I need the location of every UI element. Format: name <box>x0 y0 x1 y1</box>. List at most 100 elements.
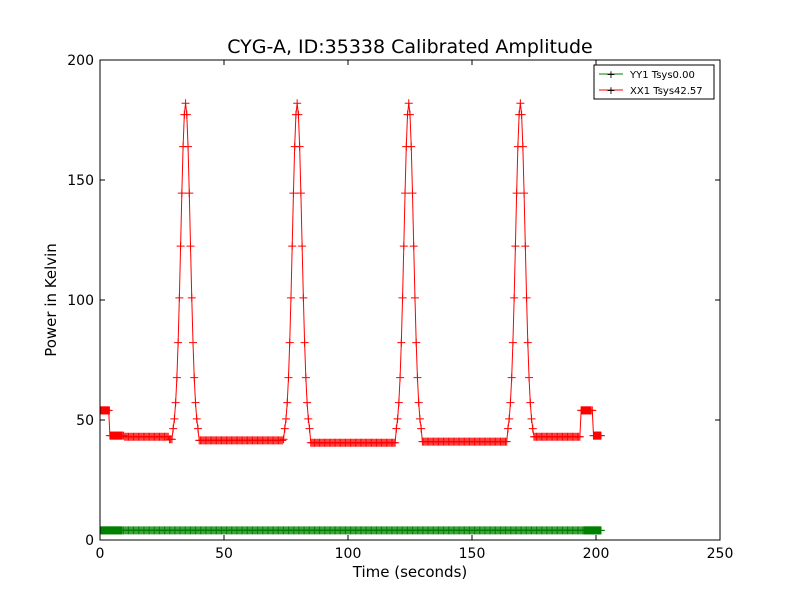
y-axis-label: Power in Kelvin <box>42 243 60 357</box>
data-point <box>394 398 403 407</box>
data-point <box>407 142 416 151</box>
dense-marker-run <box>583 526 601 535</box>
data-point <box>399 242 408 251</box>
legend-label-yy1: YY1 Tsys0.00 <box>629 70 695 81</box>
y-tick-label: 200 <box>67 53 94 69</box>
data-point <box>404 99 413 108</box>
data-point <box>392 424 401 433</box>
data-point <box>167 435 176 444</box>
data-point <box>172 373 181 382</box>
data-point <box>522 293 531 302</box>
data-point <box>393 414 402 423</box>
data-point <box>575 432 584 441</box>
axis-ticks: 0 50 100 150 200 250 0 50 100 150 200 <box>67 53 733 562</box>
y-tick-label: 50 <box>76 413 94 429</box>
data-point <box>503 424 512 433</box>
data-point <box>408 189 417 198</box>
data-point <box>413 373 422 382</box>
legend-marker-yy1: + <box>606 68 615 81</box>
data-point <box>296 189 305 198</box>
data-point <box>527 414 536 423</box>
data-point <box>286 293 295 302</box>
data-point <box>299 293 308 302</box>
y-tick-label: 150 <box>67 173 94 189</box>
data-point <box>521 242 530 251</box>
data-point <box>401 189 410 198</box>
data-point <box>518 142 527 151</box>
legend-label-xx1: XX1 Tsys42.57 <box>630 86 703 97</box>
dense-marker-run <box>581 406 592 415</box>
data-point <box>295 142 304 151</box>
x-tick-label: 100 <box>335 546 362 562</box>
data-point <box>415 414 424 423</box>
dense-marker-run <box>100 526 123 535</box>
data-point <box>192 414 201 423</box>
data-point <box>285 338 294 347</box>
data-point <box>300 338 309 347</box>
series-0 <box>100 526 605 535</box>
data-point <box>177 189 186 198</box>
data-point <box>191 398 200 407</box>
data-point <box>398 293 407 302</box>
data-point <box>410 293 419 302</box>
data-point <box>397 338 406 347</box>
data-point <box>507 373 516 382</box>
data-point <box>189 338 197 347</box>
data-point <box>190 373 199 382</box>
data-point <box>169 424 178 433</box>
data-point <box>282 414 290 423</box>
legend-marker-xx1: + <box>606 84 615 97</box>
data-point <box>414 398 423 407</box>
plot-area <box>100 99 605 535</box>
data-point <box>185 189 194 198</box>
x-tick-label: 250 <box>707 546 734 562</box>
data-point <box>417 424 426 433</box>
legend: + YY1 Tsys0.00 + XX1 Tsys42.57 <box>593 64 715 100</box>
data-point <box>406 110 414 119</box>
data-point <box>294 110 303 119</box>
data-point <box>510 293 519 302</box>
data-point <box>505 414 514 423</box>
dense-marker-run <box>100 406 110 415</box>
data-point <box>289 189 298 198</box>
series-markers <box>100 526 605 535</box>
data-point <box>412 338 421 347</box>
data-point <box>525 373 534 382</box>
legend-box <box>593 64 715 100</box>
data-point <box>520 189 529 198</box>
data-point <box>528 424 537 433</box>
x-tick-label: 0 <box>96 546 105 562</box>
data-point <box>517 110 526 119</box>
data-point <box>283 398 292 407</box>
data-point <box>409 242 418 251</box>
data-point <box>508 338 517 347</box>
x-tick-label: 50 <box>215 546 233 562</box>
data-point <box>187 293 196 302</box>
data-point <box>293 99 302 108</box>
data-point <box>396 373 405 382</box>
data-point <box>523 338 532 347</box>
data-point <box>279 435 288 444</box>
data-point <box>278 436 287 445</box>
data-point <box>175 293 184 302</box>
data-point <box>301 373 310 382</box>
y-tick-label: 100 <box>67 293 94 309</box>
data-point <box>174 338 183 347</box>
data-point <box>181 99 190 108</box>
data-point <box>182 110 191 119</box>
data-point <box>298 242 307 251</box>
data-point <box>288 242 297 251</box>
data-point <box>280 424 289 433</box>
data-point <box>516 99 525 108</box>
data-point <box>171 398 180 407</box>
data-point <box>304 414 313 423</box>
data-point <box>512 189 521 198</box>
y-tick-label: 0 <box>85 533 94 549</box>
data-point <box>526 398 535 407</box>
data-point <box>502 437 511 446</box>
data-point <box>193 424 202 433</box>
data-point <box>284 373 293 382</box>
data-point <box>506 398 515 407</box>
